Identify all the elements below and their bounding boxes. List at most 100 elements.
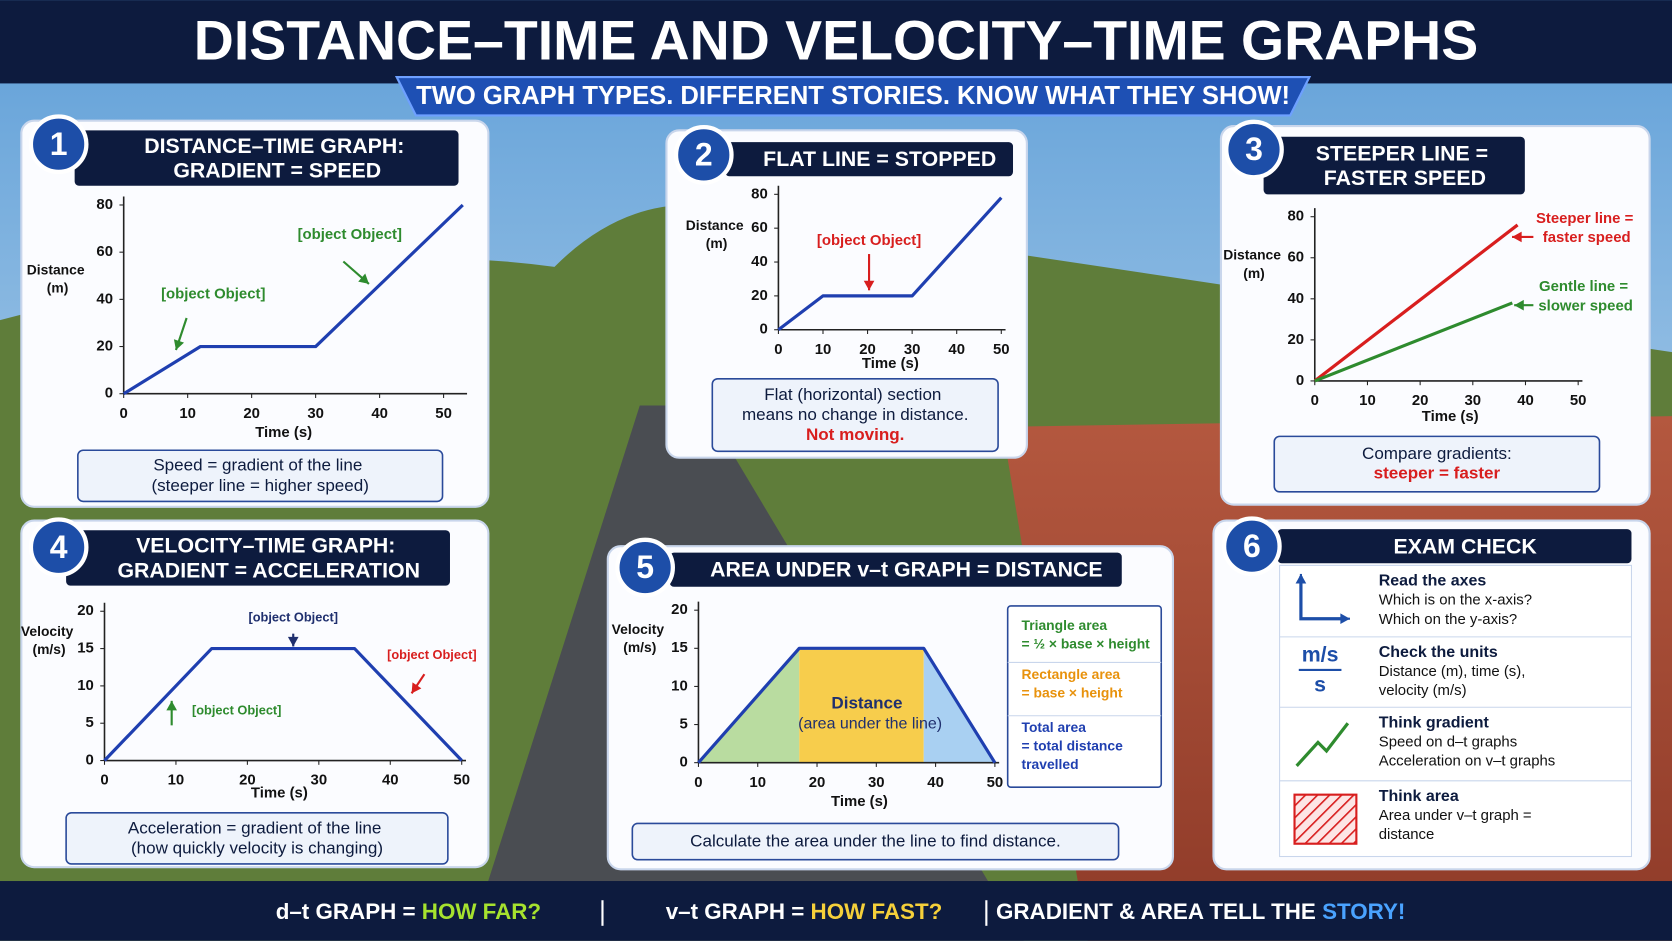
annotation: [object Object] (161, 285, 265, 302)
footer-highlight: STORY! (1316, 899, 1406, 924)
y-axis-label: Distance (m) (27, 261, 89, 295)
legend-formula: = total distance travelled (1022, 737, 1127, 771)
legend-name: Rectangle area (1022, 666, 1121, 682)
row-title: Read the axes (1379, 573, 1487, 590)
y-tick-label: 5 (679, 715, 687, 732)
y-tick-label: 60 (96, 243, 113, 260)
x-tick-label: 10 (749, 774, 766, 791)
x-tick-label: 0 (100, 772, 108, 789)
note-text: Flat (horizontal) section means no chang… (742, 384, 969, 423)
panel-badge (1224, 119, 1284, 180)
x-tick-label: 0 (774, 341, 782, 358)
panel-number: 1 (50, 126, 68, 162)
data-line (103, 646, 463, 762)
panel-number: 6 (1243, 528, 1261, 564)
row-title: Think area (1379, 788, 1459, 805)
x-tick-label: 20 (809, 774, 826, 791)
footer-highlight: HOW FAR? (416, 899, 542, 924)
footer-highlight: HOW FAST? (804, 899, 942, 924)
y-axis-label: Velocity (m/s) (21, 623, 77, 657)
x-tick-label: 30 (311, 772, 328, 789)
x-tick-label: 20 (239, 772, 256, 789)
x-tick-label: 30 (904, 341, 921, 358)
legend-formula: = ½ × base × height (1022, 635, 1151, 651)
panel-number: 3 (1245, 131, 1263, 167)
panel-title-bar (1277, 529, 1632, 564)
annotation-arrowhead (287, 636, 299, 647)
note-text: Calculate the area under the line to fin… (690, 831, 1061, 850)
y-axis-label: Distance (m) (686, 216, 748, 250)
note-highlight: Not moving. (806, 425, 905, 444)
gradient-icon (1295, 722, 1350, 767)
y-tick-label: 20 (77, 602, 94, 619)
note-box (77, 449, 444, 503)
annotation-arrowhead (166, 700, 178, 711)
x-tick-label: 10 (1359, 392, 1376, 409)
panel-number: 2 (695, 136, 713, 172)
x-tick-label: 40 (948, 341, 965, 358)
annotation-arrowhead (411, 682, 422, 694)
panel-title: FLAT LINE = STOPPED (763, 147, 996, 171)
y-tick-label: 0 (759, 321, 767, 338)
panel (20, 119, 490, 508)
panel-title-bar (74, 130, 459, 186)
x-tick-label: 40 (382, 772, 399, 789)
panel-title: AREA UNDER v–t GRAPH = DISTANCE (710, 557, 1103, 581)
panel-badge (28, 114, 89, 175)
x-tick-label: 50 (1570, 392, 1587, 409)
area-segment (799, 648, 924, 763)
x-tick-label: 50 (435, 405, 452, 422)
footer-text: v–t GRAPH = (666, 899, 805, 924)
header-band (0, 0, 1672, 84)
x-axis-label: Time (s) (831, 793, 888, 810)
y-axis-label: Velocity (m/s) (612, 621, 668, 655)
x-tick-label: 40 (927, 774, 944, 791)
footer-text: GRADIENT & AREA TELL THE (996, 899, 1316, 924)
x-tick-label: 10 (179, 405, 196, 422)
note-box (1273, 435, 1601, 493)
footer-text: d–t GRAPH = (276, 899, 416, 924)
annotation: [object Object] (298, 226, 402, 243)
footer-band (0, 881, 1672, 941)
subtitle: TWO GRAPH TYPES. DIFFERENT STORIES. KNOW… (416, 82, 1290, 110)
row-text: Speed on d–t graphs Acceleration on v–t … (1379, 733, 1555, 769)
y-tick-label: 15 (77, 640, 94, 657)
y-tick-label: 40 (751, 253, 768, 270)
note-text: Acceleration = gradient of the line (how… (128, 818, 386, 857)
x-tick-label: 40 (371, 405, 388, 422)
annotation: [object Object] (192, 703, 281, 718)
x-tick-label: 20 (243, 405, 260, 422)
y-tick-label: 0 (1296, 372, 1304, 389)
x-tick-label: 20 (859, 341, 876, 358)
annotation-arrowhead (1512, 231, 1522, 243)
subtitle-ribbon (394, 75, 1312, 117)
annotation-arrowhead (1340, 613, 1350, 625)
row-text: Area under v–t graph = distance (1379, 807, 1536, 843)
panel-badge (673, 125, 734, 185)
area-sublabel: (area under the line) (798, 716, 942, 733)
legend-name: Triangle area (1022, 617, 1108, 633)
row-title: Check the units (1379, 644, 1498, 661)
y-axis-label: Distance (m) (1223, 246, 1285, 280)
annotation: [object Object] (248, 610, 337, 625)
y-tick-label: 10 (671, 677, 688, 694)
y-tick-label: 60 (751, 219, 768, 236)
data-line (697, 646, 997, 764)
panel-title-bar (669, 552, 1122, 587)
data-line (122, 203, 464, 396)
x-tick-label: 10 (815, 341, 832, 358)
legend-formula: = base × height (1022, 684, 1123, 700)
row-text: Which is on the x-axis? Which on the y-a… (1379, 592, 1536, 628)
panel-badge (28, 517, 89, 578)
y-tick-label: 20 (1288, 331, 1305, 348)
x-tick-label: 20 (1412, 392, 1429, 409)
x-axis-label: Time (s) (255, 424, 312, 441)
axes-icon (1299, 576, 1346, 621)
area-label: Distance (831, 694, 902, 713)
x-tick-label: 30 (868, 774, 885, 791)
panel-badge (1222, 516, 1282, 577)
panel-title-bar (1263, 136, 1525, 195)
panel (665, 129, 1028, 459)
